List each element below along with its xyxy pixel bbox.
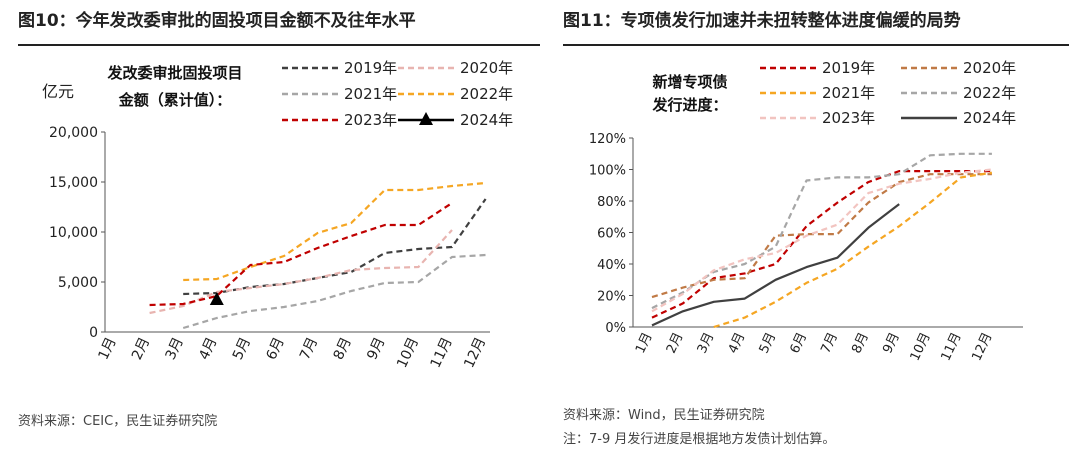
right-footnote: 注：7-9 月发行进度是根据地方发债计划估算。 [563,432,836,447]
left-x-tick-label: 8月 [331,335,355,363]
left-x-tick-label: 12月 [461,335,489,371]
left-legend-label-2024年: 2024年 [460,111,513,129]
right-series-line-2024年 [651,203,900,327]
right-x-tick-label: 9月 [880,330,903,356]
right-x-tick-label: 3月 [695,330,718,356]
left-chart-title: 图10：今年发改委审批的固投项目金额不及往年水平 [18,11,416,31]
left-legend-title-line1: 发改委审批固投项目 [106,64,242,82]
right-y-tick-label: 120% [589,132,626,147]
right-y-tick-label: 80% [597,195,626,210]
right-x-tick-label: 7月 [818,330,841,356]
right-legend-label-2024年: 2024年 [963,109,1016,127]
left-x-tick-label: 4月 [196,335,220,363]
left-y-tick-label: 10,000 [49,225,98,241]
right-x-tick-label: 2月 [664,330,687,356]
left-legend-label-2023年: 2023年 [344,111,397,129]
right-x-tick-label: 4月 [726,330,749,356]
right-y-tick-label: 20% [597,290,626,305]
right-x-tick-label: 11月 [939,330,965,363]
right-legend-label-2021年: 2021年 [822,84,875,102]
left-source-note: 资料来源：CEIC，民生证券研究院 [18,414,218,429]
left-x-tick-label: 7月 [297,335,321,363]
left-series-line-2019年 [183,198,487,296]
right-y-tick-label: 100% [589,164,626,179]
right-legend-label-2019年: 2019年 [822,59,875,77]
left-series-line-2022年 [183,181,486,282]
right-series-line-2019年 [651,170,992,319]
left-y-tick-label: 20,000 [49,125,98,141]
right-legend-label-2022年: 2022年 [963,84,1016,102]
left-x-tick-label: 5月 [230,335,254,363]
right-legend-label-2020年: 2020年 [963,59,1016,77]
right-chart-title: 图11：专项债发行加速并未扭转整体进度偏缓的局势 [563,11,961,31]
left-series-marker-2024年 [209,292,224,305]
left-legend-label-2022年: 2022年 [460,85,513,103]
left-series-line-2023年 [149,202,453,307]
right-y-tick-label: 40% [597,258,626,273]
left-legend-title-line2: 金额（累计值）： [118,91,232,109]
left-legend-label-2021年: 2021年 [344,85,397,103]
left-title-rule [18,44,540,46]
left-x-tick-label: 2月 [129,335,153,363]
right-x-tick-label: 1月 [633,330,656,356]
right-y-tick-label: 60% [597,227,626,242]
right-series-line-2020年 [651,173,992,299]
left-legend-label-2020年: 2020年 [460,59,513,77]
right-legend-title-line1: 新增专项债 [652,73,727,91]
right-legend-title-line2: 发行进度： [651,96,727,114]
left-y-tick-label: 15,000 [49,175,98,191]
right-y-tick-label: 0% [605,321,626,336]
right-source-note: 资料来源：Wind，民生证券研究院 [563,408,765,423]
left-y-tick-label: 5,000 [58,275,98,291]
left-x-tick-label: 9月 [364,335,388,363]
right-x-tick-label: 10月 [908,330,934,363]
left-series-line-2021年 [182,253,486,330]
left-legend-marker-2024年 [419,112,433,125]
left-x-tick-label: 6月 [263,335,287,363]
right-title-rule [563,44,1069,46]
right-series-line-2023年 [651,168,993,313]
left-y-unit-label: 亿元 [42,82,74,101]
left-legend-label-2019年: 2019年 [344,59,397,77]
right-x-tick-label: 8月 [849,330,872,356]
right-legend-label-2023年: 2023年 [822,109,875,127]
left-x-tick-label: 11月 [428,335,456,371]
right-x-tick-label: 5月 [757,330,780,356]
right-series-line-2021年 [713,171,993,329]
right-series-line-2022年 [651,152,992,310]
left-x-tick-label: 1月 [95,335,119,363]
left-y-tick-label: 0 [89,325,98,341]
right-x-tick-label: 12月 [969,330,995,363]
left-x-tick-label: 3月 [163,335,187,363]
left-x-tick-label: 10月 [394,335,422,371]
right-x-tick-label: 6月 [788,330,811,356]
